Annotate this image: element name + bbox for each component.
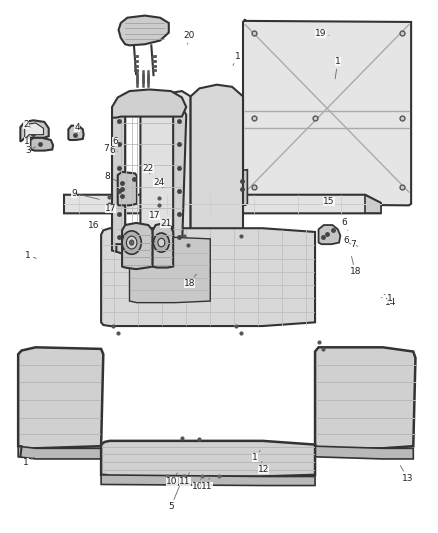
Polygon shape xyxy=(365,195,381,213)
Polygon shape xyxy=(130,237,210,303)
Text: 17: 17 xyxy=(148,211,160,220)
Polygon shape xyxy=(243,19,411,205)
Text: 24: 24 xyxy=(153,178,164,188)
Text: 10: 10 xyxy=(166,473,177,486)
Text: 3: 3 xyxy=(25,146,35,155)
Circle shape xyxy=(153,233,169,252)
Text: 12: 12 xyxy=(258,462,269,474)
Polygon shape xyxy=(315,348,416,448)
Circle shape xyxy=(122,231,141,254)
Text: 13: 13 xyxy=(400,466,413,482)
Polygon shape xyxy=(141,91,191,252)
Text: 6: 6 xyxy=(112,137,122,146)
Polygon shape xyxy=(112,90,186,118)
Polygon shape xyxy=(112,107,125,252)
Polygon shape xyxy=(20,120,49,142)
Text: 19: 19 xyxy=(314,29,329,38)
Polygon shape xyxy=(318,225,340,244)
Polygon shape xyxy=(118,172,137,205)
Polygon shape xyxy=(239,169,247,205)
Polygon shape xyxy=(117,244,182,253)
Circle shape xyxy=(158,238,165,247)
Text: 1: 1 xyxy=(233,52,240,66)
Text: 6: 6 xyxy=(109,146,118,155)
Polygon shape xyxy=(101,228,315,326)
Text: 1: 1 xyxy=(24,137,32,149)
Text: 1: 1 xyxy=(23,457,34,466)
Text: 1: 1 xyxy=(252,450,260,463)
Polygon shape xyxy=(122,223,152,269)
Text: 4: 4 xyxy=(74,123,80,133)
Text: 8: 8 xyxy=(105,172,117,181)
Text: 1: 1 xyxy=(384,294,393,303)
Text: 9: 9 xyxy=(71,189,99,199)
Polygon shape xyxy=(315,446,413,459)
Text: 1: 1 xyxy=(335,58,341,79)
Text: 20: 20 xyxy=(184,31,195,44)
Polygon shape xyxy=(18,446,101,459)
Polygon shape xyxy=(18,348,103,448)
Circle shape xyxy=(127,236,137,249)
Polygon shape xyxy=(101,441,315,477)
Text: 2: 2 xyxy=(23,119,30,128)
Text: 5: 5 xyxy=(168,486,180,511)
Text: 15: 15 xyxy=(323,197,335,206)
Text: 6: 6 xyxy=(342,219,348,230)
Polygon shape xyxy=(173,107,186,252)
Text: 22: 22 xyxy=(143,164,154,174)
Polygon shape xyxy=(191,85,243,245)
Text: 14: 14 xyxy=(381,297,396,307)
Text: 7: 7 xyxy=(103,144,113,153)
Text: 7: 7 xyxy=(350,240,358,249)
Polygon shape xyxy=(119,15,169,45)
Polygon shape xyxy=(25,123,43,139)
Text: 6: 6 xyxy=(344,237,351,246)
Text: 10: 10 xyxy=(192,479,204,491)
Text: 18: 18 xyxy=(184,274,196,288)
Text: 17: 17 xyxy=(105,204,120,213)
Text: 11: 11 xyxy=(179,473,191,486)
Text: 1: 1 xyxy=(25,252,36,260)
Polygon shape xyxy=(30,138,53,151)
Polygon shape xyxy=(101,475,315,486)
Polygon shape xyxy=(152,223,173,268)
Text: 18: 18 xyxy=(350,256,361,276)
Circle shape xyxy=(130,240,134,245)
Polygon shape xyxy=(68,126,84,140)
Text: 16: 16 xyxy=(88,221,102,230)
Text: 11: 11 xyxy=(201,478,212,491)
Text: 21: 21 xyxy=(160,220,171,229)
Polygon shape xyxy=(64,195,381,213)
